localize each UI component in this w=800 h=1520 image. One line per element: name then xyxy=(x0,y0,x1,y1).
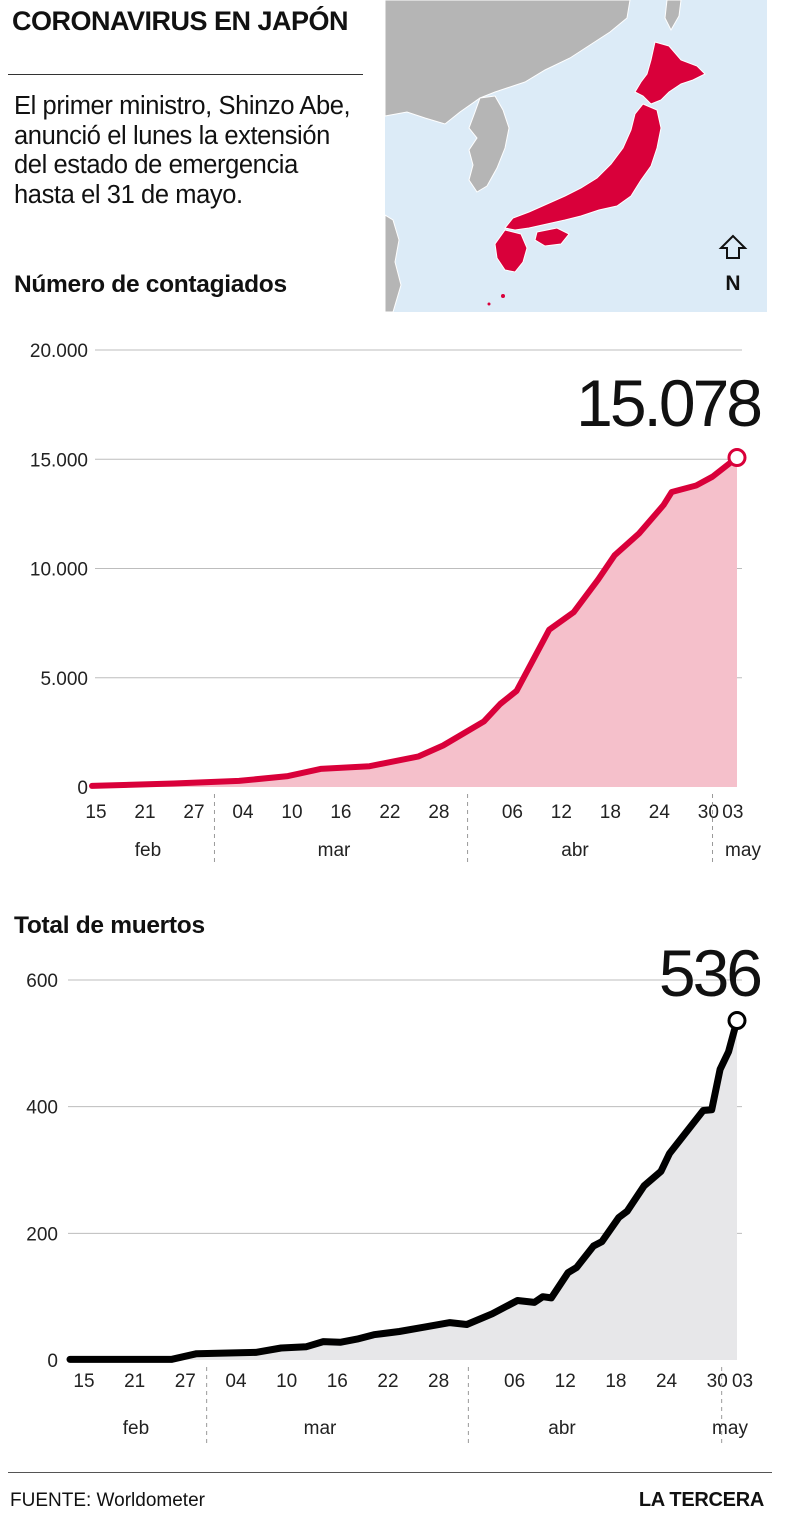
end-point-marker xyxy=(727,448,747,468)
title-divider xyxy=(8,74,363,75)
x-tick-label: 03 xyxy=(732,1371,753,1392)
y-tick-label: 600 xyxy=(26,971,58,992)
x-tick-label: 30 xyxy=(707,1371,728,1392)
x-tick-label: 21 xyxy=(134,802,155,823)
y-tick-label: 200 xyxy=(26,1224,58,1245)
footer-divider xyxy=(8,1472,772,1473)
series-line xyxy=(66,1017,741,1363)
intro-text: El primer ministro, Shinzo Abe, anunció … xyxy=(14,92,351,209)
page-title: CORONAVIRUS EN JAPÓN xyxy=(12,6,349,36)
month-label: mar xyxy=(318,840,351,861)
x-tick-label: 16 xyxy=(327,1371,348,1392)
deaths-chart-title: Total de muertos xyxy=(14,912,205,939)
x-tick-label: 03 xyxy=(722,802,743,823)
latest-value-callout: 15.078 xyxy=(576,366,760,440)
north-arrow-icon xyxy=(718,234,748,259)
x-tick-label: 12 xyxy=(555,1371,576,1392)
month-label: feb xyxy=(135,840,161,861)
map-land-kyushu xyxy=(494,229,528,273)
deaths-chart: 0 200 400 600 536 15 21 27 04 10 16 22 28 06 12 18 24 30 0… xyxy=(26,936,763,1447)
brand-logo: LA TERCERA xyxy=(638,1489,764,1511)
month-label: mar xyxy=(304,1418,337,1439)
x-tick-label: 28 xyxy=(428,802,449,823)
source-note: FUENTE: Worldometer xyxy=(10,1490,205,1511)
y-tick-label: 0 xyxy=(77,778,88,799)
x-tick-label: 15 xyxy=(85,802,106,823)
y-tick-label: 0 xyxy=(47,1351,58,1372)
x-tick-label: 18 xyxy=(600,802,621,823)
series-area xyxy=(92,457,737,787)
japan-map-graphic: N xyxy=(385,0,767,312)
map-land-china-coast xyxy=(385,214,402,312)
x-tick-label: 24 xyxy=(649,802,671,823)
y-tick-label: 20.000 xyxy=(30,341,88,362)
y-tick-label: 400 xyxy=(26,1098,58,1119)
map-land-sakhalin xyxy=(664,0,682,32)
x-tick-label: 06 xyxy=(504,1371,525,1392)
x-tick-label: 27 xyxy=(183,802,204,823)
x-tick-label: 22 xyxy=(377,1371,398,1392)
map-land-shikoku xyxy=(534,227,570,247)
map-island-south-2 xyxy=(487,302,491,306)
x-tick-label: 15 xyxy=(73,1371,94,1392)
x-tick-label: 04 xyxy=(225,1371,247,1392)
x-tick-label: 04 xyxy=(232,802,254,823)
x-tick-label: 21 xyxy=(124,1371,145,1392)
x-tick-label: 22 xyxy=(379,802,400,823)
x-tick-label: 12 xyxy=(551,802,572,823)
north-label: N xyxy=(725,272,740,295)
map-land-hokkaido xyxy=(634,41,706,105)
latest-value-callout: 536 xyxy=(659,936,760,1010)
end-point-marker xyxy=(727,1011,747,1031)
map-land-korea xyxy=(468,95,510,193)
y-tick-label: 5.000 xyxy=(40,669,88,690)
x-tick-label: 24 xyxy=(656,1371,678,1392)
x-tick-label: 06 xyxy=(502,802,523,823)
month-label: may xyxy=(725,840,761,861)
x-tick-label: 27 xyxy=(175,1371,196,1392)
x-tick-label: 30 xyxy=(698,802,719,823)
x-tick-label: 10 xyxy=(276,1371,297,1392)
x-tick-label: 10 xyxy=(281,802,302,823)
x-tick-label: 16 xyxy=(330,802,351,823)
cases-chart-title: Número de contagiados xyxy=(14,271,287,298)
map-land-mainland xyxy=(385,0,631,125)
month-label: may xyxy=(712,1418,748,1439)
month-label: feb xyxy=(123,1418,149,1439)
x-tick-label: 28 xyxy=(428,1371,449,1392)
map-land-honshu xyxy=(504,103,662,231)
japan-map: N xyxy=(385,0,767,312)
map-island-south xyxy=(501,294,505,298)
y-tick-label: 15.000 xyxy=(30,450,88,471)
x-tick-label: 18 xyxy=(605,1371,626,1392)
series-line xyxy=(89,454,740,789)
month-label: abr xyxy=(561,840,589,861)
cases-chart: 0 5.000 10.000 15.000 20.000 15.078 15 21 27 04 10… xyxy=(30,341,763,863)
month-label: abr xyxy=(548,1418,576,1439)
y-tick-label: 10.000 xyxy=(30,560,88,581)
